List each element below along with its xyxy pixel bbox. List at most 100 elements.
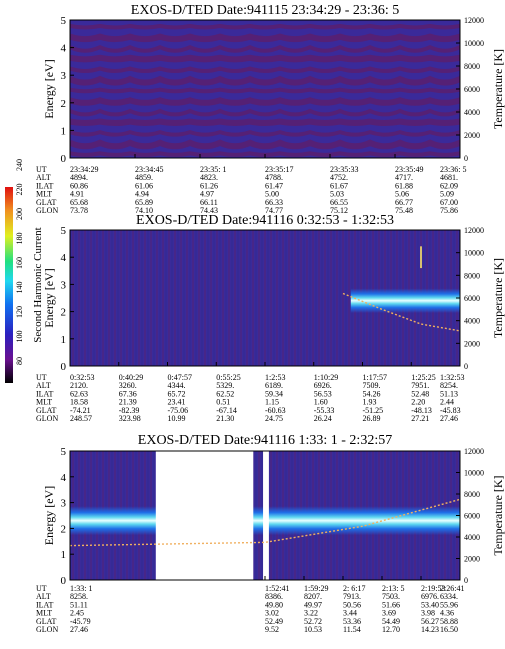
y-tick-label: 3: [61, 498, 67, 510]
table-cell: 2120.: [70, 381, 88, 390]
spectrogram-stripe: [70, 23, 460, 30]
y-right-tick-label: 6000: [464, 294, 480, 303]
y-right-tick-label: 6000: [464, 85, 480, 94]
y-right-tick-label: 8000: [464, 490, 480, 499]
table-cell: 49.80: [265, 600, 283, 609]
y-right-tick-label: 10000: [464, 249, 484, 258]
table-cell: 4859.: [135, 173, 153, 182]
table-cell: 4717.: [395, 173, 413, 182]
table-cell: 61.06: [135, 181, 153, 190]
row-label: ILAT: [36, 181, 53, 190]
chart-panel-3: EXOS-D/TED Date:941116 1:33: 1 - 2:32:57…: [36, 433, 505, 634]
chart-title: EXOS-D/TED Date:941116 0:32:53 - 1:32:53: [136, 213, 394, 228]
table-cell: 1:10:29: [314, 373, 338, 382]
spectrogram-stripe: [70, 45, 460, 53]
table-cell: 5329.: [216, 381, 234, 390]
table-cell: 2:13: 5: [382, 584, 404, 593]
table-cell: 65.68: [70, 198, 88, 207]
table-cell: 4.36: [440, 609, 454, 618]
table-cell: 23:35:49: [395, 165, 423, 174]
colorbar-tick-label: 200: [15, 208, 24, 220]
row-label: ILAT: [36, 600, 53, 609]
table-cell: 54.49: [382, 617, 400, 626]
table-cell: 14.23: [421, 625, 439, 634]
colorbar: 80 100 120 140 160 180 200 220 240 Second Harmon…: [5, 159, 44, 383]
table-cell: 2.45: [70, 609, 84, 618]
table-cell: 4.91: [70, 190, 84, 199]
y-right-tick-label: 2000: [464, 131, 480, 140]
table-cell: 23:35: 1: [200, 165, 226, 174]
y-right-tick-label: 8000: [464, 271, 480, 280]
table-cell: 51.66: [382, 600, 400, 609]
row-label: UT: [36, 165, 47, 174]
spectrogram-stripe: [70, 108, 460, 117]
y-tick-label: 4: [61, 252, 67, 264]
table-cell: 75.86: [440, 206, 458, 215]
table-cell: 1:59:29: [304, 584, 328, 593]
chart-panel-2: EXOS-D/TED Date:941116 0:32:53 - 1:32:53…: [36, 213, 505, 423]
table-cell: -45.83: [440, 406, 461, 415]
table-cell: -67.14: [216, 406, 237, 415]
table-cell: 75.12: [330, 206, 348, 215]
table-cell: 23:34:29: [70, 165, 98, 174]
row-label: GLAT: [36, 406, 57, 415]
table-cell: 66.55: [330, 198, 348, 207]
table-cell: 2.20: [411, 398, 425, 407]
colorbar-title: Second Harmonic Current: [32, 227, 44, 342]
table-cell: 23:35:17: [265, 165, 293, 174]
table-cell: 0:47:57: [168, 373, 192, 382]
table-cell: 323.98: [119, 414, 141, 423]
spectrogram-stripes: [70, 23, 460, 157]
table-cell: 65.72: [168, 389, 186, 398]
data-gap: [263, 451, 269, 580]
y-tick-label: 0: [61, 361, 67, 373]
y-tick-label: 2: [61, 307, 67, 319]
table-cell: 66.33: [265, 198, 283, 207]
table-cell: 1:17:57: [363, 373, 387, 382]
spectrogram-stripe: [70, 97, 460, 106]
table-cell: 8258.: [70, 592, 88, 601]
table-cell: 10.53: [304, 625, 322, 634]
table-cell: 7951.: [411, 381, 429, 390]
colorbar-tick-label: 140: [15, 282, 24, 294]
table-cell: 7913.: [343, 592, 361, 601]
table-cell: -55.33: [314, 406, 335, 415]
table-cell: 56.53: [314, 389, 332, 398]
ephemeris-table: UT 23:34:29 23:34:45 23:35: 1 23:35:17 23:35:…: [36, 165, 466, 215]
table-cell: 74.77: [265, 206, 283, 215]
temperature-trace: [69, 498, 461, 547]
chart-title: EXOS-D/TED Date:941115 23:34:29 - 23:36:…: [131, 3, 399, 18]
table-cell: 12.70: [382, 625, 400, 634]
y-right-tick-label: 4000: [464, 533, 480, 542]
y-tick-label: 1: [61, 334, 67, 346]
table-cell: 4788.: [265, 173, 283, 182]
table-cell: 62.09: [440, 181, 458, 190]
spectrogram-stripe: [70, 33, 460, 43]
table-cell: 4344.: [168, 381, 186, 390]
spectrogram-stripe: [70, 151, 460, 157]
table-cell: 53.36: [343, 617, 361, 626]
colorbar-tick-label: 120: [15, 306, 24, 318]
table-cell: 7509.: [363, 381, 381, 390]
row-label: UT: [36, 373, 47, 382]
spectrogram-stripe: [70, 75, 460, 86]
table-cell: 8207.: [304, 592, 322, 601]
table-cell: -60.63: [265, 406, 286, 415]
y-right-axis-label: Temperature [K]: [491, 475, 505, 555]
table-cell: 11.54: [343, 625, 361, 634]
table-cell: 1.93: [363, 398, 377, 407]
table-cell: 7503.: [382, 592, 400, 601]
table-cell: 6976.: [421, 592, 439, 601]
table-cell: 49.97: [304, 600, 322, 609]
y-right-tick-label: 4000: [464, 108, 480, 117]
table-cell: 67.36: [119, 389, 137, 398]
table-cell: 23:35:33: [330, 165, 358, 174]
y-tick-label: 2: [61, 523, 67, 535]
row-label: GLAT: [36, 617, 57, 626]
table-cell: 21.39: [119, 398, 137, 407]
table-cell: 18.58: [70, 398, 88, 407]
table-cell: 1.15: [265, 398, 279, 407]
y-tick-label: 0: [61, 153, 67, 165]
table-cell: 23.41: [168, 398, 186, 407]
ephemeris-table: UT 0:32:53 0:40:29 0:47:57 0:55:25 1:2:53 1:10…: [36, 373, 464, 423]
